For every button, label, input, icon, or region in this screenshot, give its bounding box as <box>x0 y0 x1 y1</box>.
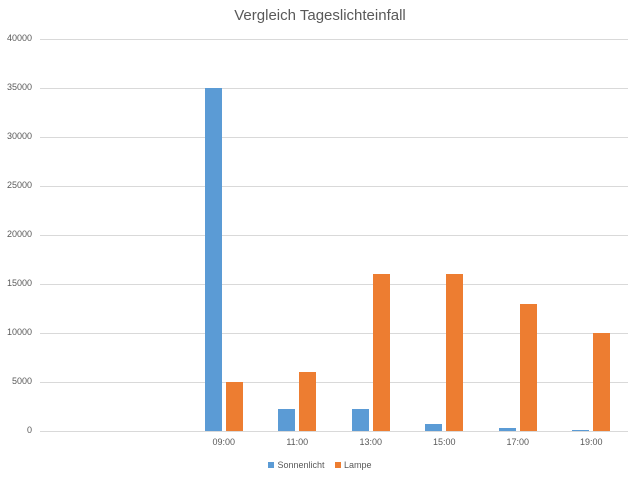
bar-lampe-11:00 <box>299 372 317 431</box>
x-tick-label: 19:00 <box>579 437 603 447</box>
y-tick-label: 25000 <box>6 180 32 190</box>
x-tick-label: 15:00 <box>432 437 456 447</box>
y-tick-label: 10000 <box>6 327 32 337</box>
bar-lampe-15:00 <box>446 274 464 431</box>
x-tick-label: 09:00 <box>212 437 236 447</box>
bar-sonnenlicht-13:00 <box>351 408 369 431</box>
bar-sonnenlicht-11:00 <box>278 408 296 431</box>
x-tick-label: 17:00 <box>506 437 530 447</box>
gridline <box>40 39 628 40</box>
bar-sonnenlicht-15:00 <box>425 424 443 431</box>
y-tick-label: 30000 <box>6 131 32 141</box>
y-tick-label: 0 <box>26 425 32 435</box>
legend-swatch-sonnenlicht <box>268 462 275 468</box>
y-tick-label: 5000 <box>11 376 32 386</box>
gridline <box>40 431 628 432</box>
x-tick-label: 11:00 <box>286 437 309 447</box>
bar-sonnenlicht-17:00 <box>498 428 516 431</box>
legend-label-lampe: Lampe <box>344 460 372 470</box>
bar-sonnenlicht-19:00 <box>572 430 590 431</box>
legend-item-sonnenlicht: Sonnenlicht <box>268 460 325 470</box>
gridline <box>40 284 628 285</box>
gridline <box>40 186 628 187</box>
gridline <box>40 333 628 334</box>
bar-lampe-09:00 <box>225 382 243 431</box>
gridline <box>40 382 628 383</box>
legend-swatch-lampe <box>335 462 342 468</box>
legend: Sonnenlicht Lampe <box>0 460 640 470</box>
y-tick-label: 15000 <box>6 278 32 288</box>
legend-label-sonnenlicht: Sonnenlicht <box>277 460 325 470</box>
gridline <box>40 235 628 236</box>
x-tick-label: 13:00 <box>359 437 383 447</box>
bar-lampe-13:00 <box>372 274 390 431</box>
y-tick-label: 35000 <box>6 82 32 92</box>
gridline <box>40 137 628 138</box>
y-tick-label: 40000 <box>6 33 32 43</box>
bar-lampe-17:00 <box>519 303 537 431</box>
bar-lampe-19:00 <box>593 333 611 431</box>
gridline <box>40 88 628 89</box>
legend-item-lampe: Lampe <box>335 460 372 470</box>
y-tick-label: 20000 <box>6 229 32 239</box>
chart-title: Vergleich Tageslichteinfall <box>234 7 406 24</box>
bar-sonnenlicht-09:00 <box>204 88 222 431</box>
